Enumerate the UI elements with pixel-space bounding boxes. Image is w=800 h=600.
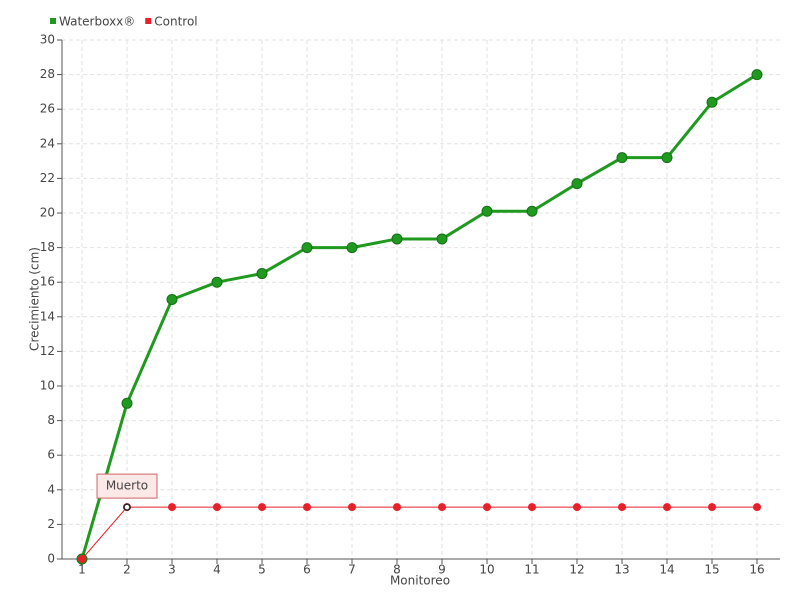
data-point — [213, 503, 221, 512]
x-tick-label: 12 — [569, 563, 584, 577]
series-line — [81, 506, 757, 560]
x-tick-label: 15 — [704, 563, 719, 577]
data-point — [571, 178, 583, 190]
data-point — [526, 205, 538, 217]
x-tick-label: 4 — [213, 563, 221, 577]
x-tick-label: 2 — [123, 563, 131, 577]
y-tick-label: 28 — [40, 67, 55, 81]
data-point — [346, 242, 358, 254]
x-tick-label: 9 — [438, 563, 446, 577]
data-point — [121, 397, 133, 409]
data-point — [258, 503, 266, 512]
x-tick-label: 7 — [348, 563, 356, 577]
x-tick-label: 5 — [258, 563, 266, 577]
y-axis-title: Crecimiento (cm) — [28, 247, 42, 351]
data-point — [303, 503, 311, 512]
x-tick-label: 6 — [303, 563, 311, 577]
x-tick-label: 3 — [168, 563, 176, 577]
data-point — [436, 233, 448, 245]
legend-swatch — [145, 18, 152, 24]
y-tick-label: 14 — [40, 309, 55, 323]
annotation-point — [123, 503, 131, 511]
x-tick-label: 8 — [393, 563, 401, 577]
annotation-text: Muerto — [106, 479, 148, 493]
data-point — [438, 503, 446, 512]
data-point — [166, 294, 178, 305]
x-tick-label: 1 — [78, 563, 86, 577]
data-point — [393, 503, 401, 512]
data-point — [751, 69, 763, 81]
y-tick-label: 30 — [40, 33, 55, 47]
x-tick-label: 10 — [479, 563, 494, 577]
y-tick-label: 20 — [40, 206, 55, 220]
x-tick-label: 16 — [749, 563, 764, 577]
y-tick-label: 2 — [47, 517, 55, 531]
data-point — [616, 152, 628, 164]
legend-label: Waterboxx® — [59, 15, 135, 29]
series-line — [80, 73, 758, 560]
legend-swatch — [50, 18, 56, 24]
y-tick-label: 22 — [40, 171, 55, 185]
data-point — [528, 503, 536, 512]
y-tick-label: 18 — [40, 240, 55, 254]
data-point — [661, 152, 673, 164]
y-tick-label: 16 — [40, 275, 55, 289]
annotation-box — [96, 473, 158, 499]
data-point — [708, 503, 716, 512]
data-point — [211, 276, 223, 288]
x-tick-label: 11 — [524, 563, 539, 577]
data-point — [663, 503, 671, 512]
x-tick-label: 14 — [659, 563, 674, 577]
data-point — [256, 268, 268, 280]
y-tick-label: 24 — [40, 136, 55, 150]
y-tick-label: 8 — [47, 413, 55, 427]
data-point — [706, 96, 718, 108]
y-tick-label: 12 — [40, 344, 55, 358]
legend-label: Control — [154, 15, 197, 29]
data-point — [168, 503, 176, 512]
data-point — [753, 503, 761, 512]
data-point — [483, 503, 491, 512]
y-tick-label: 4 — [47, 482, 55, 496]
y-tick-label: 0 — [47, 552, 55, 566]
data-point — [618, 503, 626, 512]
x-tick-label: 13 — [614, 563, 629, 577]
data-point — [573, 503, 581, 512]
data-point — [391, 233, 403, 245]
data-point — [348, 503, 356, 512]
y-tick-label: 26 — [40, 102, 55, 116]
data-point — [301, 242, 313, 254]
data-point — [78, 555, 86, 563]
x-axis-title: Monitoreo — [390, 574, 450, 588]
data-point — [481, 205, 493, 217]
y-tick-label: 10 — [40, 379, 55, 393]
y-tick-label: 6 — [47, 448, 55, 462]
